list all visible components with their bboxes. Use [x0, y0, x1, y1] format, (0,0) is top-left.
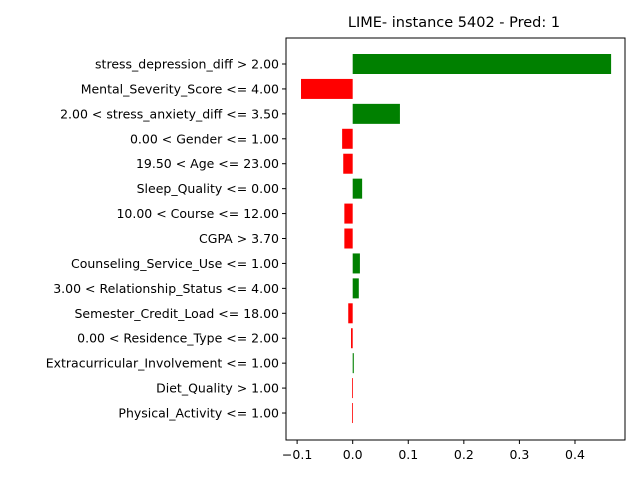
bar-8 [352, 253, 360, 274]
bar-10 [348, 303, 353, 324]
x-tick-label-3: 0.2 [454, 447, 474, 462]
bars-group [301, 54, 612, 424]
y-tick-label-1: Mental_Severity_Score <= 4.00 [81, 81, 279, 96]
y-tick-label-4: 19.50 < Age <= 23.00 [136, 156, 279, 171]
bar-5 [352, 178, 363, 199]
bar-13 [352, 378, 353, 399]
bar-4 [343, 153, 353, 174]
y-tick-label-3: 0.00 < Gender <= 1.00 [130, 131, 279, 146]
y-tick-label-5: Sleep_Quality <= 0.00 [137, 181, 279, 196]
bar-1 [301, 78, 353, 99]
y-tick-label-12: Extracurricular_Involvement <= 1.00 [46, 356, 279, 371]
y-tick-label-0: stress_depression_diff > 2.00 [95, 57, 279, 72]
bar-12 [352, 353, 354, 374]
x-ticks: −0.1 0.0 0.1 0.2 0.3 0.4 [282, 440, 585, 462]
y-tick-label-10: Semester_Credit_Load <= 18.00 [75, 306, 280, 321]
bar-14 [352, 403, 353, 424]
y-tick-labels: stress_depression_diff > 2.00 Mental_Seve… [46, 57, 286, 421]
bar-6 [344, 203, 353, 224]
y-tick-label-6: 10.00 < Course <= 12.00 [116, 206, 279, 221]
y-tick-label-8: Counseling_Service_Use <= 1.00 [71, 256, 279, 271]
bar-7 [344, 228, 353, 249]
chart-title: LIME- instance 5402 - Pred: 1 [348, 15, 560, 31]
x-tick-label-4: 0.3 [509, 447, 529, 462]
y-tick-label-11: 0.00 < Residence_Type <= 2.00 [77, 331, 279, 346]
x-tick-label-5: 0.4 [565, 447, 585, 462]
bar-9 [352, 278, 359, 299]
y-tick-label-7: CGPA > 3.70 [199, 231, 279, 246]
y-tick-label-13: Diet_Quality > 1.00 [156, 381, 279, 396]
y-tick-label-14: Physical_Activity <= 1.00 [118, 406, 279, 421]
plot-area-frame [285, 37, 626, 441]
x-tick-label-0: −0.1 [282, 447, 312, 462]
y-tick-label-2: 2.00 < stress_anxiety_diff <= 3.50 [60, 106, 279, 121]
bar-11 [351, 328, 353, 349]
bar-3 [342, 128, 353, 149]
bar-0 [352, 54, 612, 74]
x-tick-label-2: 0.1 [398, 447, 418, 462]
bar-2 [352, 103, 400, 124]
y-tick-label-9: 3.00 < Relationship_Status <= 4.00 [53, 281, 279, 296]
x-tick-label-1: 0.0 [343, 447, 363, 462]
